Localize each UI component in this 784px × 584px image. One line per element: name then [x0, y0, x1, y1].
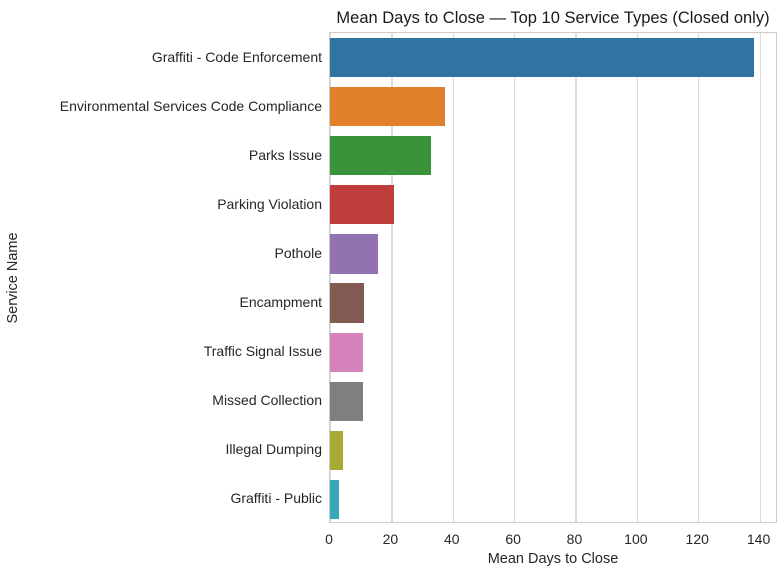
gridline-x-80	[575, 33, 577, 522]
y-tick-label: Traffic Signal Issue	[203, 343, 322, 360]
x-tick-label: 140	[746, 531, 771, 547]
bar-encampment	[330, 283, 365, 323]
y-tick-label: Graffiti - Public	[230, 490, 322, 507]
gridline-x-120	[698, 33, 700, 522]
y-tick-label: Encampment	[239, 294, 322, 311]
x-tick-label: 20	[382, 531, 399, 547]
x-tick-label: 100	[624, 531, 648, 547]
bar-missed-collection	[330, 381, 363, 421]
gridline-x-100	[636, 33, 639, 522]
y-tick-label: Parking Violation	[217, 195, 322, 212]
gridline-x-140	[759, 33, 761, 522]
y-tick-label: Pothole	[274, 244, 322, 261]
bar-environmental-services-code-compliance	[330, 87, 446, 127]
chart-title: Mean Days to Close — Top 10 Service Type…	[336, 9, 770, 27]
y-tick-label: Illegal Dumping	[225, 441, 323, 458]
x-tick-label: 60	[505, 531, 521, 547]
bar-traffic-signal-issue	[330, 332, 364, 372]
x-tick-label: 120	[685, 531, 709, 547]
bar-illegal-dumping	[330, 430, 343, 470]
y-tick-label: Environmental Services Code Compliance	[59, 97, 322, 114]
bar-parks-issue	[330, 136, 432, 176]
x-axis-label: Mean Days to Close	[487, 551, 619, 567]
gridline-x-0	[330, 33, 332, 522]
x-tick-labels: 0 20 40 60 80 100 120 140	[0, 531, 784, 551]
bar-pothole	[330, 234, 379, 274]
x-tick-label: 0	[325, 531, 333, 547]
bar-graffiti-public	[330, 479, 339, 520]
y-tick-label: Parks Issue	[248, 146, 322, 163]
gridline-x-20	[391, 33, 393, 522]
bar-parking-violation	[330, 185, 395, 225]
y-tick-label: Graffiti - Code Enforcement	[151, 48, 322, 65]
bar-graffiti-code-enforcement	[330, 37, 755, 78]
x-tick-label: 80	[566, 531, 583, 547]
gridline-x-60	[514, 33, 516, 522]
y-tick-labels: Graffiti - Code Enforcement Environmental…	[0, 32, 322, 523]
gridline-x-40	[452, 33, 454, 522]
y-tick-label: Missed Collection	[212, 392, 322, 409]
x-tick-label: 40	[443, 531, 460, 547]
plot-area	[329, 32, 777, 523]
